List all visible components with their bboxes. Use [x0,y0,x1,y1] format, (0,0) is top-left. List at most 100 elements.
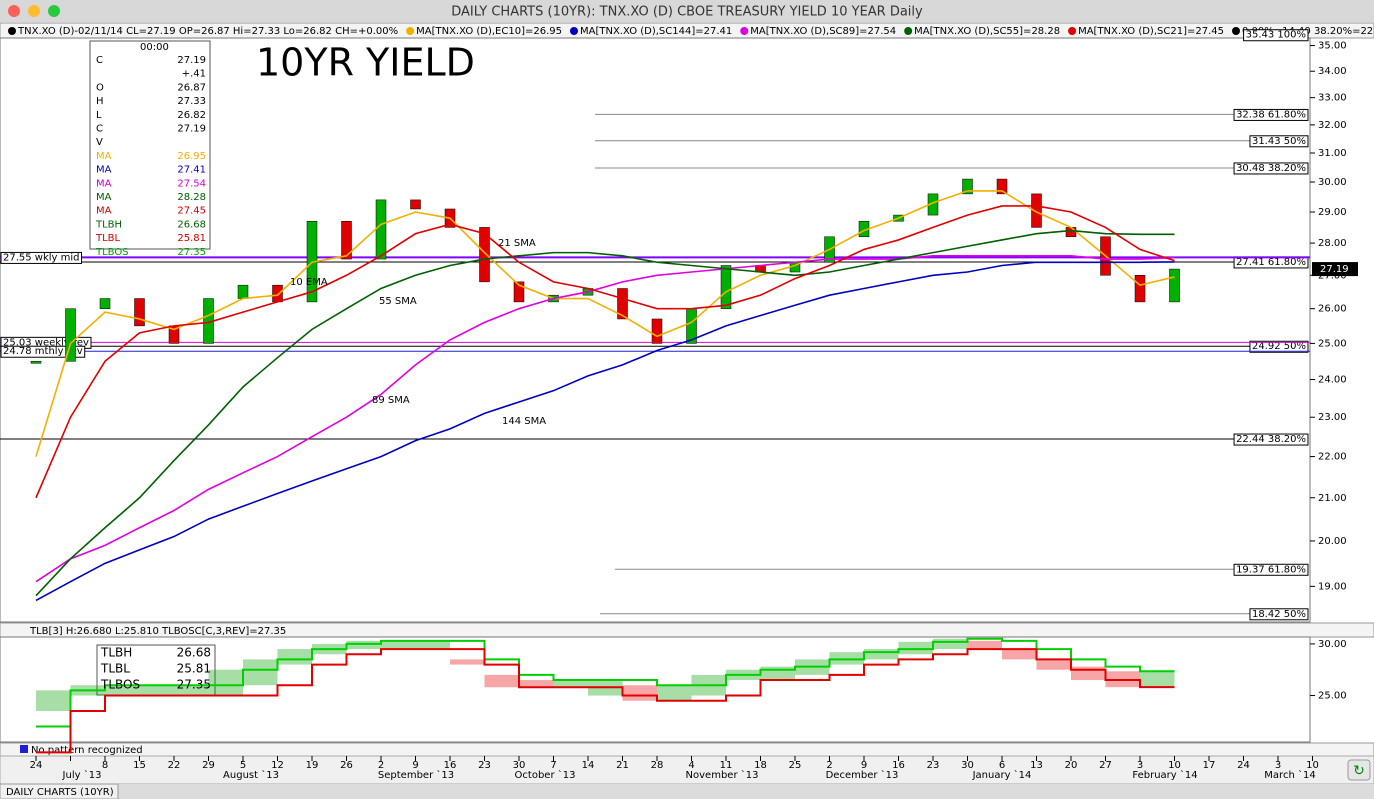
candle [1169,268,1180,303]
status-text: No pattern recognized [31,745,143,756]
x-tick-label: 16 [444,760,457,771]
candle [99,298,111,309]
data-box [89,40,211,250]
x-tick-label: 2 [378,760,384,771]
x-tick-label: 14 [582,760,595,771]
legend-dot [1231,27,1240,35]
tlb-fill [1002,649,1037,660]
data-value: 27.45 [177,206,206,217]
ma-line [36,648,1175,754]
tlb-value: 27.35 [177,678,211,692]
data-value: 26.68 [177,219,206,230]
x-tick-label: 9 [412,760,418,771]
candle [651,318,663,344]
x-tick-label: 24 [30,760,43,771]
month-label: February `14 [1132,769,1197,781]
ma-line [35,255,1175,583]
tlb-fill [346,640,381,650]
data-label: C [96,55,103,66]
candle [996,178,1008,195]
data-value: 26.95 [177,151,206,162]
tlb-fill [760,666,795,681]
fib-label-box [1249,608,1309,621]
x-tick-label: 19 [306,760,319,771]
x-tick-label: 11 [720,760,733,771]
data-label: TLBH [95,219,122,230]
fib-label: 27.41 61.80% [1236,257,1306,268]
y-tick-label: 25.00 [1318,338,1347,349]
tab-label[interactable]: DAILY CHARTS (10YR) [6,787,114,798]
fib-label: 19.37 61.80% [1236,564,1306,575]
annotation: 55 SMA [379,296,417,307]
legend-entry: MA[TNX.XO (D),SC144]=27.41 [580,26,732,37]
x-tick-label: 10 [1306,760,1319,771]
candle [375,199,387,260]
candle [962,178,973,195]
y-tick-label: 24.00 [1318,375,1347,386]
y-tick-label: 22.00 [1318,452,1347,463]
tlb-label: TLBL [100,662,130,676]
data-label: MA [96,165,112,176]
fib-label-box [1233,433,1309,446]
y-tick-label: 25.00 [1318,691,1347,702]
ma-line [35,229,1175,597]
legend-entry: MA[TNX.XO (D),SC21]=27.45 [1078,26,1224,37]
data-value: 27.54 [177,178,206,189]
tlb-fill [36,690,71,712]
refresh-icon[interactable]: ↻ [1353,763,1365,779]
tlb-fill [1071,666,1106,681]
tlb-label: TLBOS [100,678,140,692]
legend-dot [904,27,913,35]
month-label: November `13 [686,769,759,781]
y-tick-label: 26.00 [1318,304,1347,315]
y-tick-label: 23.00 [1318,412,1347,423]
x-tick-label: 12 [271,760,284,771]
candle [720,265,732,309]
close-button[interactable] [8,5,20,17]
fib-label: 35.43 100% [1246,30,1306,41]
tlb-fill [484,674,519,688]
data-box-time: 00:00 [140,42,169,53]
pivot-label: 27.55 wkly mid [3,252,80,263]
data-label: MA [96,206,112,217]
month-label: October `13 [515,769,576,781]
tlb-fill [553,680,588,688]
minimize-button[interactable] [28,5,40,17]
x-tick-label: 20 [1065,760,1078,771]
data-value: 27.41 [177,165,206,176]
legend-entry: TNX.XO (D)-02/11/14 CL=27.19 OP=26.87 Hi… [17,26,398,37]
tlb-fill [933,638,968,650]
tlb-value: 26.68 [177,646,211,660]
legend-dot [406,27,415,35]
data-label: V [96,137,103,148]
x-tick-label: 25 [789,760,802,771]
x-tick-label: 5 [240,760,246,771]
x-tick-label: 3 [1137,760,1143,771]
candle [1065,227,1077,238]
tlb-fill [519,680,554,688]
fib-label: 30.48 38.20% [1236,163,1306,174]
tlb-fill [1140,671,1175,688]
window-title: DAILY CHARTS (10YR): TNX.XO (D) CBOE TRE… [451,5,923,20]
zoom-button[interactable] [48,5,60,17]
pivot-label-box [0,345,86,358]
y-tick-label: 20.00 [1318,536,1347,547]
tab[interactable] [0,783,119,799]
y-tick-label: 28.00 [1318,238,1347,249]
candle [237,284,249,299]
refresh-button[interactable] [1347,759,1371,781]
tlb-value: 25.81 [177,662,211,676]
data-label: MA [96,178,112,189]
x-tick-label: 8 [102,760,108,771]
ma-line [35,205,1175,499]
candle [1031,193,1042,228]
legend-dot [570,27,578,35]
data-value: 27.35 [177,247,206,258]
fib-label: 24.92 50% [1252,341,1306,352]
tlb-fill [208,669,243,696]
data-label: C [96,124,103,135]
y-tick-label: 30.00 [1318,639,1347,650]
legend-entry: MA[TNX.XO (D),EC10]=26.95 [416,26,562,37]
x-tick-label: 29 [202,760,215,771]
candle [479,227,490,283]
